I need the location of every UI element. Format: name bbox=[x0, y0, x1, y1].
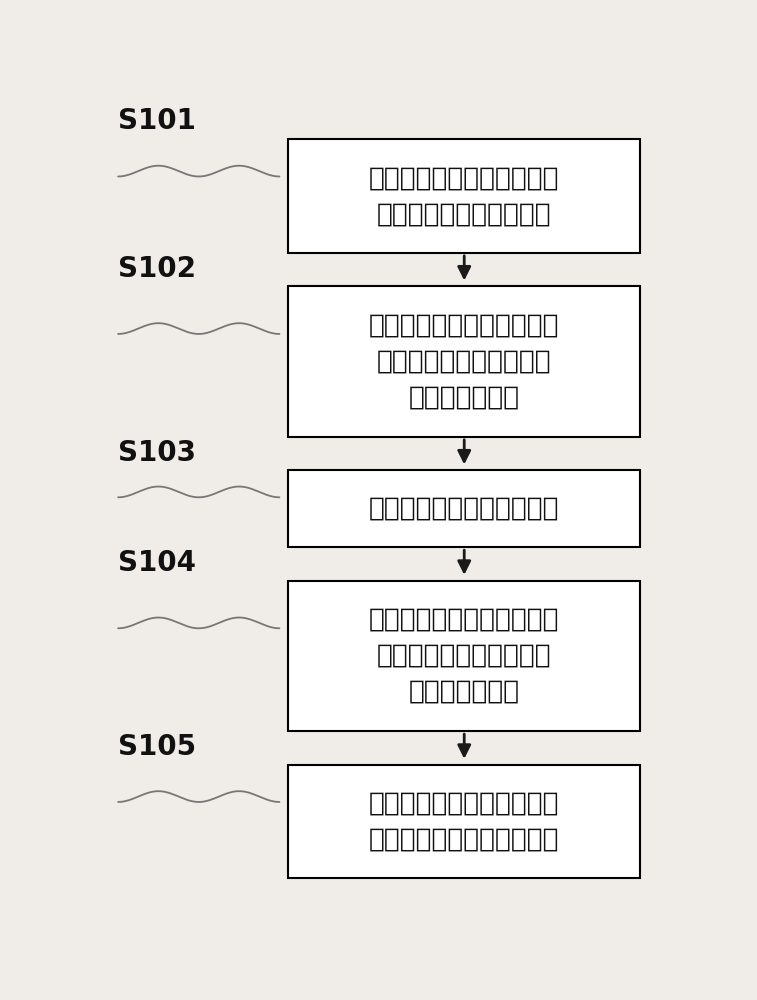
Text: 将溶解有标记物的缓冲液作
为样品向毛细管首次进样: 将溶解有标记物的缓冲液作 为样品向毛细管首次进样 bbox=[369, 165, 559, 227]
Text: 在毛细管两侧施加第一电压
和分离压力，检测标记物
的第一迁移时间: 在毛细管两侧施加第一电压 和分离压力，检测标记物 的第一迁移时间 bbox=[369, 313, 559, 411]
Text: 依据第一迁移时间和第二迁
移时间，获得电渗流的迅度: 依据第一迁移时间和第二迁 移时间，获得电渗流的迅度 bbox=[369, 791, 559, 853]
Text: S105: S105 bbox=[118, 733, 196, 761]
Text: S104: S104 bbox=[118, 549, 196, 577]
Bar bbox=[288, 286, 640, 437]
Bar bbox=[288, 765, 640, 878]
Bar bbox=[288, 470, 640, 547]
Text: 在毛细管两侧施加第二电压
和分离压力，检测标记物
的第二迁移时间: 在毛细管两侧施加第二电压 和分离压力，检测标记物 的第二迁移时间 bbox=[369, 607, 559, 705]
Text: 将该样品向毛细管再次进样: 将该样品向毛细管再次进样 bbox=[369, 496, 559, 522]
Bar bbox=[288, 139, 640, 253]
Text: S101: S101 bbox=[118, 107, 196, 135]
Bar bbox=[288, 581, 640, 731]
Text: S103: S103 bbox=[118, 439, 196, 467]
Text: S102: S102 bbox=[118, 255, 196, 283]
